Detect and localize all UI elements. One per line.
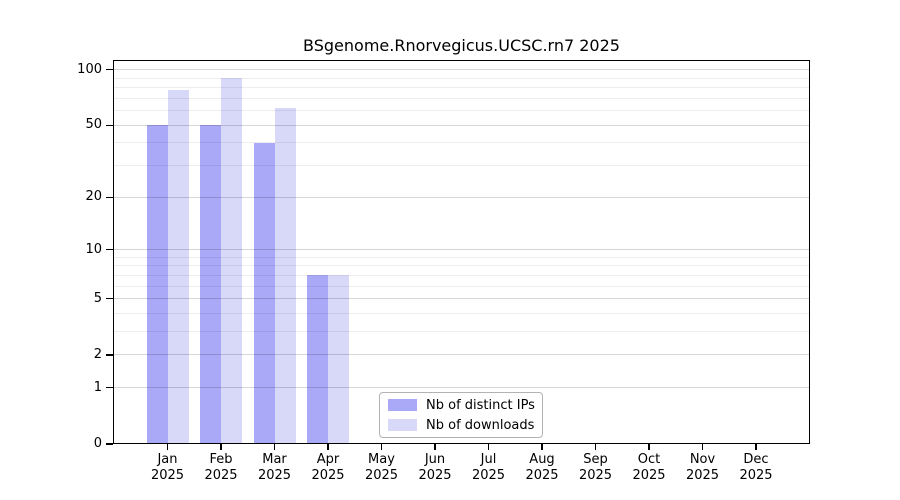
y-tick-10: [106, 248, 113, 251]
y-tick-label-50: 50: [85, 117, 102, 133]
gridline-major-20: [114, 196, 809, 198]
gridline-major-5: [114, 298, 809, 300]
x-tick-label-apr: Apr 2025: [311, 452, 345, 483]
bar-apr-downloads: [328, 275, 349, 444]
x-tick-jan: [166, 444, 169, 450]
gridline-minor-40: [114, 142, 809, 144]
x-tick-jul: [487, 444, 490, 450]
y-tick-label-1: 1: [93, 379, 102, 395]
x-tick-label-dec: Dec 2025: [739, 452, 773, 483]
gridline-minor-30: [114, 165, 809, 167]
gridline-major-100: [114, 69, 809, 71]
x-tick-label-nov: Nov 2025: [685, 452, 720, 483]
bar-mar-ips: [253, 142, 275, 444]
gridline-minor-80: [114, 87, 809, 89]
gridline-minor-70: [114, 97, 809, 99]
x-tick-jun: [434, 444, 436, 450]
distinct-ips-swatch: [388, 399, 417, 411]
gridline-minor-60: [114, 110, 809, 112]
bar-feb-downloads: [221, 78, 242, 444]
gridline-minor-9: [114, 256, 809, 258]
gridline-minor-4: [114, 313, 809, 314]
x-tick-oct: [648, 444, 650, 450]
bar-feb-ips: [200, 125, 221, 444]
y-tick-50: [106, 124, 113, 126]
gridline-minor-3: [114, 331, 809, 333]
gridline-major-1: [114, 387, 809, 389]
x-tick-label-jul: Jul 2025: [471, 452, 506, 483]
x-tick-label-feb: Feb 2025: [204, 452, 238, 483]
chart-title: BSgenome.Rnorvegicus.UCSC.rn7 2025: [303, 36, 620, 55]
x-tick-sep: [594, 444, 597, 450]
gridline-minor-90: [114, 77, 809, 79]
x-tick-may: [380, 444, 383, 450]
x-tick-label-may: May 2025: [364, 452, 399, 483]
legend: Nb of distinct IPs Nb of downloads: [379, 392, 543, 438]
y-tick-20: [106, 196, 113, 198]
x-tick-aug: [541, 444, 543, 450]
x-tick-label-sep: Sep 2025: [578, 452, 613, 483]
y-tick-label-0: 0: [93, 436, 102, 451]
y-tick-0: [106, 443, 113, 445]
y-tick-label-5: 5: [93, 290, 102, 306]
x-tick-mar: [273, 444, 276, 450]
x-tick-label-mar: Mar 2025: [257, 452, 292, 483]
legend-label-distinct-ips: Nb of distinct IPs: [426, 397, 535, 413]
y-tick-100: [106, 69, 113, 71]
gridline-major-10: [114, 249, 809, 251]
x-tick-label-jun: Jun 2025: [418, 452, 452, 483]
gridline-minor-6: [114, 285, 809, 287]
downloads-swatch: [388, 419, 417, 431]
y-tick-1: [106, 387, 113, 389]
y-tick-label-10: 10: [85, 241, 102, 257]
x-tick-apr: [327, 444, 329, 450]
legend-label-downloads: Nb of downloads: [426, 417, 535, 433]
y-tick-5: [106, 298, 113, 300]
x-tick-label-jan: Jan 2025: [150, 452, 185, 483]
bar-apr-ips: [307, 275, 328, 444]
y-tick-label-20: 20: [85, 189, 102, 205]
gridline-minor-8: [114, 265, 809, 267]
x-tick-dec: [755, 444, 757, 450]
gridline-minor-7: [114, 274, 809, 276]
y-tick-label-100: 100: [77, 61, 102, 77]
gridline-major-50: [114, 124, 809, 126]
bar-mar-downloads: [274, 108, 296, 444]
bar-jan-downloads: [167, 89, 189, 444]
x-tick-feb: [220, 444, 222, 450]
legend-entry-downloads: Nb of downloads: [388, 417, 542, 434]
legend-entry-distinct-ips: Nb of distinct IPs: [388, 397, 542, 414]
x-tick-label-aug: Aug 2025: [525, 452, 559, 483]
y-tick-2: [106, 354, 113, 356]
y-tick-label-2: 2: [93, 346, 102, 362]
x-tick-label-oct: Oct 2025: [632, 452, 666, 483]
gridline-major-2: [114, 354, 809, 356]
bar-jan-ips: [146, 125, 168, 444]
x-tick-nov: [701, 444, 704, 450]
